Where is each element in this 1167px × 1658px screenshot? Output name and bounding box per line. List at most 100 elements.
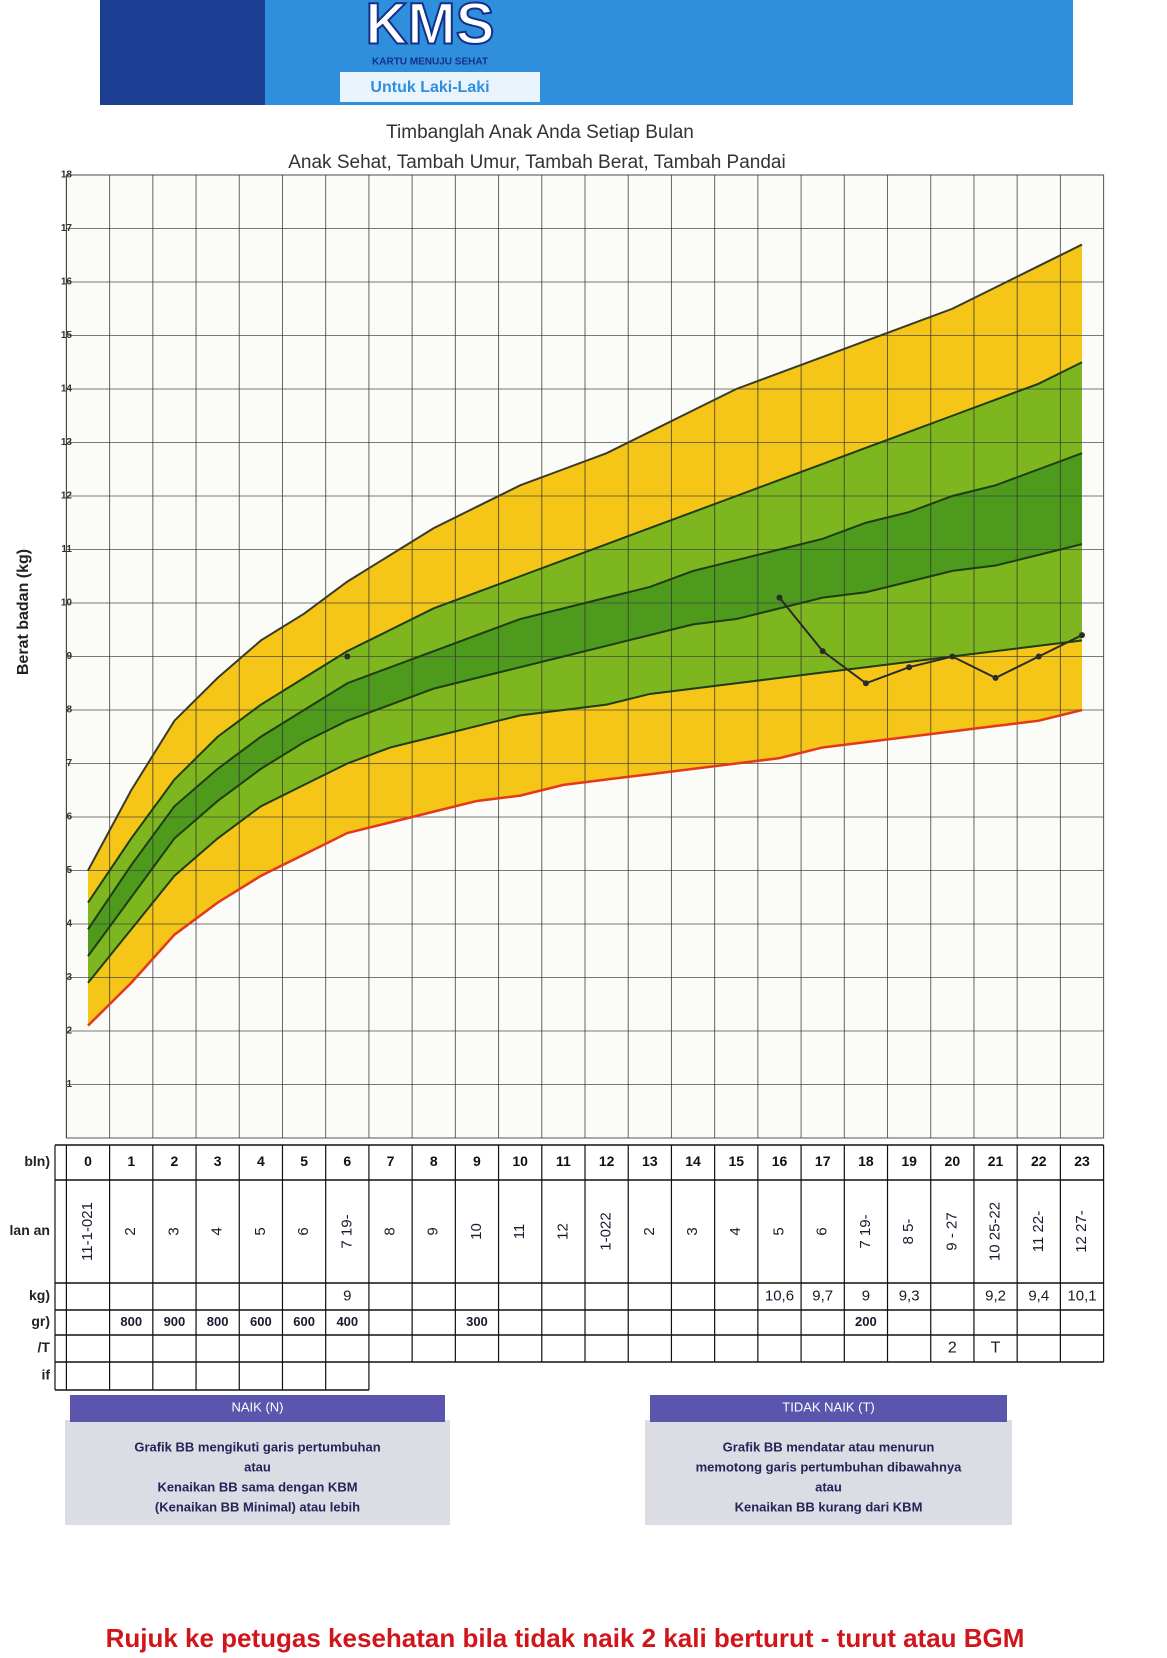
kg-cell: 9,2: [985, 1287, 1006, 1304]
info-box: NAIK (N) Grafik BB mengikuti garis pertum…: [65, 1395, 450, 1525]
y-axis-label: Berat badan (kg): [15, 549, 32, 675]
weight-point: [776, 595, 782, 601]
row-label: if: [41, 1367, 50, 1383]
x-tick-label: 11: [556, 1153, 571, 1169]
weight-point: [820, 648, 826, 654]
chart-subtitle: Anak Sehat, Tambah Umur, Tambah Berat, T…: [288, 152, 785, 173]
info-box: TIDAK NAIK (T) Grafik BB mendatar atau me…: [645, 1395, 1012, 1525]
date-cell: 4: [727, 1227, 744, 1235]
kbm-cell: 300: [466, 1314, 488, 1329]
date-cell: 9: [425, 1227, 442, 1235]
y-tick-label: 4: [66, 919, 72, 930]
y-tick-label: 1: [66, 1079, 72, 1090]
date-cell: 5: [770, 1227, 787, 1235]
x-tick-label: 0: [84, 1153, 92, 1169]
x-tick-label: 5: [300, 1153, 308, 1169]
date-cell: 5: [252, 1227, 269, 1235]
y-tick-label: 9: [66, 651, 72, 662]
logo: KMS: [366, 0, 495, 56]
info-box-line: Grafik BB mengikuti garis pertumbuhan: [134, 1439, 380, 1454]
row-label: /T: [38, 1339, 51, 1355]
x-tick-label: 20: [945, 1153, 961, 1169]
date-cell: 11: [511, 1224, 528, 1240]
x-tick-label: 1: [127, 1153, 135, 1169]
weight-point: [906, 664, 912, 670]
date-cell: 11 22-: [1030, 1211, 1047, 1252]
info-box-line: Grafik BB mendatar atau menurun: [723, 1439, 935, 1454]
date-cell: 7 19-: [857, 1214, 874, 1248]
nt-cell: T: [991, 1340, 1001, 1357]
info-box-line: memotong garis pertumbuhan dibawahnya: [696, 1459, 963, 1474]
y-tick-label: 2: [66, 1026, 72, 1037]
date-cell: 2: [641, 1227, 658, 1235]
date-cell: 2: [122, 1227, 139, 1235]
info-box-title: TIDAK NAIK (T): [782, 1399, 874, 1414]
x-tick-label: 14: [685, 1153, 701, 1169]
x-tick-label: 13: [642, 1153, 658, 1169]
date-cell: 11-1-021: [79, 1202, 96, 1261]
kg-cell: 9,4: [1028, 1287, 1049, 1304]
weight-point: [949, 654, 955, 660]
info-box-line: atau: [244, 1459, 271, 1474]
row-label: lan an: [10, 1222, 50, 1238]
date-cell: 4: [209, 1227, 226, 1235]
kms-card: KMS KARTU MENUJU SEHAT Untuk Laki-Laki T…: [0, 0, 1167, 1658]
info-box-line: atau: [815, 1479, 842, 1494]
weight-point: [1079, 632, 1085, 638]
kg-cell: 9: [343, 1287, 351, 1304]
date-cell: 10: [468, 1223, 485, 1240]
kg-cell: 9: [862, 1287, 870, 1304]
x-tick-label: 9: [473, 1153, 481, 1169]
y-tick-label: 8: [66, 705, 72, 716]
date-cell: 12: [554, 1223, 571, 1240]
nt-cell: 2: [948, 1340, 957, 1357]
kbm-cell: 600: [293, 1314, 315, 1329]
kbm-cell: 600: [250, 1314, 272, 1329]
y-tick-label: 6: [66, 812, 72, 823]
kg-cell: 10,6: [765, 1287, 794, 1304]
weight-point: [863, 680, 869, 686]
info-box-line: Kenaikan BB kurang dari KBM: [735, 1499, 923, 1514]
x-tick-label: 21: [988, 1153, 1004, 1169]
x-tick-label: 18: [858, 1153, 874, 1169]
x-tick-label: 7: [387, 1153, 395, 1169]
date-cell: 10 25-22: [987, 1202, 1004, 1261]
date-cell: 6: [295, 1227, 312, 1235]
weight-point: [993, 675, 999, 681]
info-box-line: Kenaikan BB sama dengan KBM: [157, 1479, 357, 1494]
row-label: bln): [24, 1153, 50, 1169]
date-cell: 1-022: [598, 1212, 615, 1250]
x-tick-label: 16: [772, 1153, 788, 1169]
footer-warning: Rujuk ke petugas kesehatan bila tidak na…: [106, 1623, 1025, 1653]
x-tick-label: 19: [901, 1153, 917, 1169]
date-cell: 8: [381, 1227, 398, 1235]
x-tick-label: 23: [1074, 1153, 1090, 1169]
chart-title: Timbanglah Anak Anda Setiap Bulan: [386, 122, 694, 143]
y-tick-label: 11: [61, 544, 72, 555]
kbm-cell: 800: [207, 1314, 229, 1329]
info-box-title: NAIK (N): [232, 1399, 284, 1414]
kg-cell: 9,7: [812, 1287, 833, 1304]
kbm-cell: 400: [336, 1314, 358, 1329]
weight-point: [344, 654, 350, 660]
header-subtitle: Untuk Laki-Laki: [370, 79, 489, 96]
date-cell: 8 5-: [900, 1219, 917, 1245]
page: {"header": {"logo": "KMS", "logo_caption…: [0, 0, 1167, 1658]
header-illustration: [100, 0, 265, 105]
kbm-cell: 900: [164, 1314, 186, 1329]
x-tick-label: 8: [430, 1153, 438, 1169]
date-cell: 9 - 27: [943, 1212, 960, 1250]
x-tick-label: 2: [171, 1153, 179, 1169]
x-tick-label: 15: [728, 1153, 744, 1169]
x-tick-label: 4: [257, 1153, 265, 1169]
y-tick-label: 5: [66, 865, 72, 876]
logo-caption: KARTU MENUJU SEHAT: [372, 57, 488, 68]
kbm-cell: 800: [120, 1314, 142, 1329]
x-tick-label: 6: [343, 1153, 351, 1169]
x-tick-label: 3: [214, 1153, 222, 1169]
date-cell: 6: [814, 1227, 831, 1235]
y-tick-label: 3: [66, 972, 72, 983]
date-cell: 3: [165, 1227, 182, 1235]
kg-cell: 9,3: [899, 1287, 920, 1304]
